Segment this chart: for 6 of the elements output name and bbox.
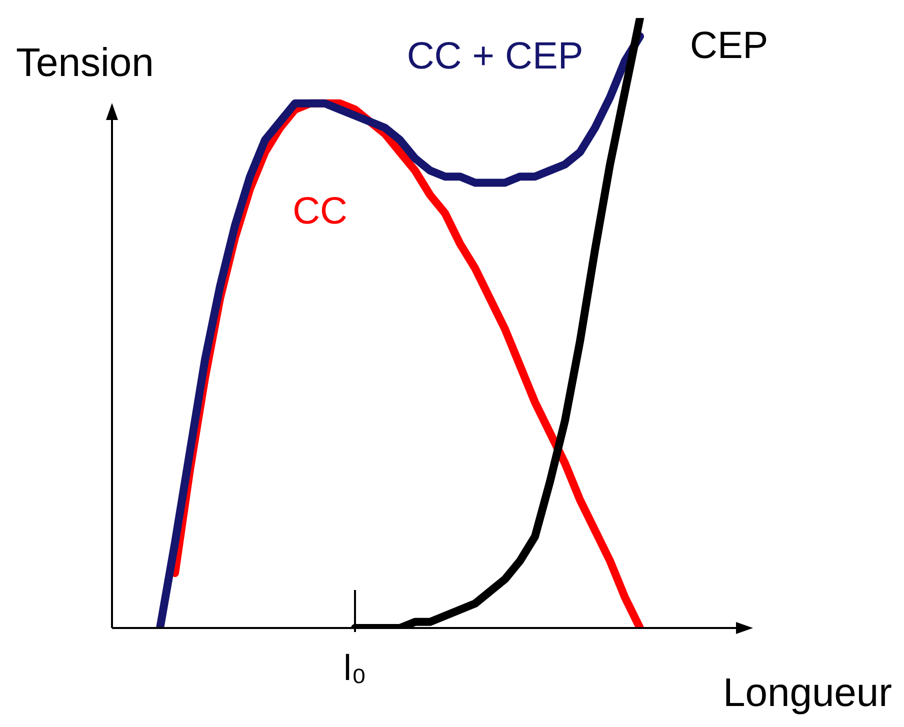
series-label: CC <box>292 190 348 232</box>
series-label: CEP <box>690 25 768 67</box>
y-axis-title: Tension <box>16 41 154 85</box>
series-label: CC + CEP <box>406 35 584 78</box>
text: l₀ <box>344 647 366 688</box>
x-axis-title: Longueur <box>722 671 892 715</box>
